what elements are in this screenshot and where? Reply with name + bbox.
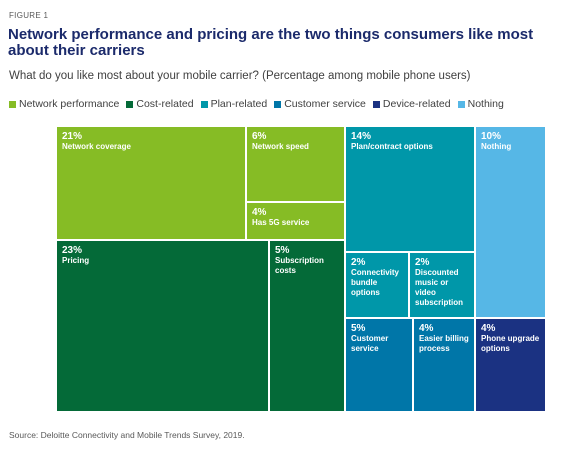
tile-value: 10% (481, 131, 502, 142)
tile-value: 23% (62, 245, 83, 256)
legend-swatch (457, 100, 465, 108)
treemap-tile: 23% Pricing (56, 240, 269, 412)
tile-label: Plan/contract options (351, 142, 433, 151)
tile-label: Nothing (481, 142, 512, 151)
tile-value: 14% (351, 131, 372, 142)
legend-label: Nothing (467, 98, 504, 110)
treemap-tile: 6% Network speed (246, 126, 345, 202)
chart-legend: Network performance Cost-related Plan-rela… (9, 98, 559, 110)
legend-swatch (9, 100, 16, 108)
tile-value: 2% (415, 257, 430, 268)
treemap-tile: 4% Easier billing process (413, 318, 475, 412)
tile-label: Network coverage (62, 142, 131, 151)
tile-value: 6% (252, 131, 267, 142)
treemap-tile: 4% Phone upgrade options (475, 318, 546, 412)
legend-label: Cost-related (136, 98, 194, 110)
legend-label: Device-related (382, 98, 451, 110)
figure-label: FIGURE 1 (9, 11, 49, 20)
legend-swatch (126, 100, 134, 108)
legend-item: Plan-related (200, 98, 268, 110)
legend-swatch (372, 100, 380, 108)
tile-label: Pricing (62, 256, 90, 265)
tile-label: Subscription costs (275, 256, 324, 275)
tile-value: 5% (351, 323, 366, 334)
treemap-tile: 10% Nothing (475, 126, 546, 318)
tile-value: 4% (252, 207, 267, 218)
treemap-tile: 21% Network coverage (56, 126, 246, 240)
treemap: 21% Network coverage 6% Network speed 4% Has … (56, 126, 546, 412)
tile-value: 2% (351, 257, 366, 268)
chart-subtitle: What do you like most about your mobile … (9, 70, 471, 82)
tile-label: Phone upgrade options (481, 334, 540, 353)
legend-item: Customer service (274, 98, 366, 110)
legend-swatch (274, 100, 282, 108)
tile-label: Customer service (351, 334, 389, 353)
tile-label: Discounted music or video subscription (415, 268, 464, 307)
legend-item: Device-related (372, 98, 451, 110)
legend-label: Plan-related (210, 98, 268, 110)
tile-label: Has 5G service (252, 218, 310, 227)
chart-title: Network performance and pricing are the … (8, 26, 534, 59)
tile-value: 4% (419, 323, 434, 334)
treemap-tile: 4% Has 5G service (246, 202, 345, 240)
treemap-tile: 2% Discounted music or video subscription (409, 252, 475, 318)
tile-label: Easier billing process (419, 334, 469, 353)
legend-swatch (200, 100, 208, 108)
legend-item: Network performance (9, 98, 119, 110)
legend-item: Nothing (457, 98, 504, 110)
legend-label: Customer service (284, 98, 366, 110)
tile-label: Network speed (252, 142, 309, 151)
tile-value: 4% (481, 323, 496, 334)
legend-label: Network performance (19, 98, 120, 110)
treemap-tile: 14% Plan/contract options (345, 126, 475, 252)
treemap-tile: 5% Customer service (345, 318, 413, 412)
tile-value: 5% (275, 245, 290, 256)
treemap-tile: 5% Subscription costs (269, 240, 345, 412)
source-note: Source: Deloitte Connectivity and Mobile… (9, 430, 245, 440)
treemap-tile: 2% Connectivity bundle options (345, 252, 409, 318)
tile-label: Connectivity bundle options (351, 268, 400, 297)
tile-value: 21% (62, 131, 83, 142)
legend-item: Cost-related (126, 98, 194, 110)
